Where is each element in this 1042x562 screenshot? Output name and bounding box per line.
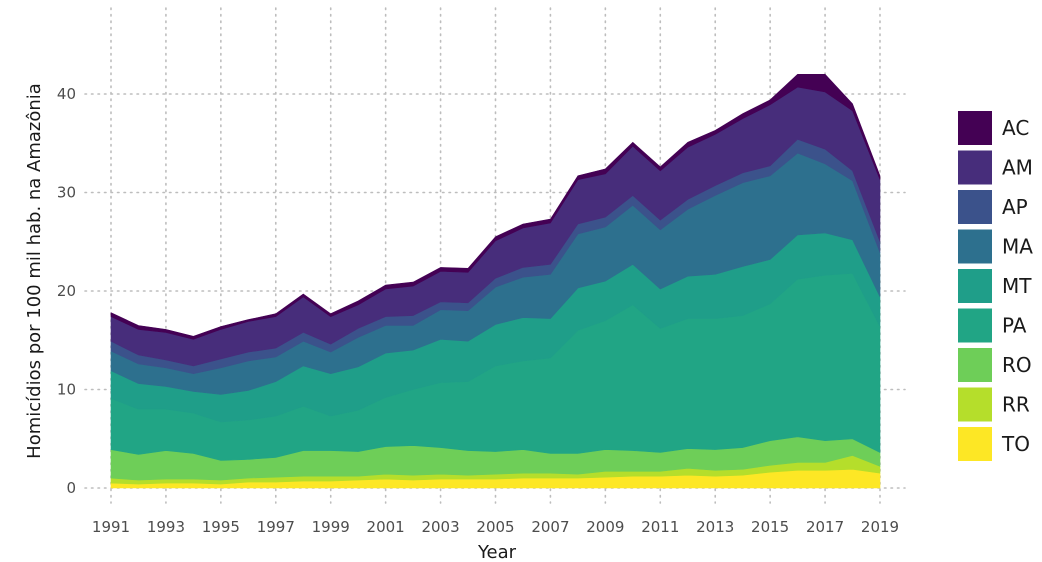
x-tick-label: 1993 (147, 518, 185, 536)
x-tick-label: 2007 (531, 518, 569, 536)
legend-label-to: TO (1001, 432, 1030, 456)
x-axis-title: Year (477, 542, 517, 562)
y-tick-label: 0 (66, 479, 76, 497)
legend-swatch-ac (958, 111, 992, 145)
x-tick-label: 2009 (586, 518, 624, 536)
y-tick-label: 30 (57, 184, 76, 202)
y-tick-label: 20 (57, 282, 76, 300)
area-series (111, 74, 880, 488)
x-tick-label: 2001 (367, 518, 405, 536)
x-tick-label: 2013 (696, 518, 734, 536)
legend-label-rr: RR (1002, 393, 1030, 417)
legend-swatch-to (958, 427, 992, 461)
legend-label-am: AM (1002, 156, 1033, 180)
legend-label-ac: AC (1002, 116, 1029, 140)
legend-label-pa: PA (1002, 314, 1027, 338)
legend-label-ap: AP (1002, 195, 1028, 219)
y-axis-title: Homicídios por 100 mil hab. na Amazônia (24, 83, 45, 459)
legend-swatch-rr (958, 388, 992, 422)
legend: AC AM AP MA MT PA RO RR TO (958, 111, 1033, 461)
legend-swatch-ap (958, 190, 992, 224)
x-tick-label: 2011 (641, 518, 679, 536)
x-tick-label: 2005 (476, 518, 514, 536)
y-axis-ticks: 0 10 20 30 40 (57, 85, 76, 497)
legend-swatch-ro (958, 348, 992, 382)
x-tick-label: 2003 (421, 518, 459, 536)
x-tick-label: 1997 (257, 518, 295, 536)
legend-label-ma: MA (1002, 235, 1033, 259)
x-axis-ticks: 1991 1993 1995 1997 1999 2001 2003 2005 2007 2009… (92, 518, 899, 536)
legend-swatch-ma (958, 230, 992, 264)
legend-swatch-am (958, 151, 992, 185)
x-tick-label: 2017 (806, 518, 844, 536)
x-tick-label: 1995 (202, 518, 240, 536)
x-tick-label: 2019 (861, 518, 899, 536)
legend-label-mt: MT (1002, 274, 1032, 298)
x-tick-label: 2015 (751, 518, 789, 536)
legend-swatch-pa (958, 309, 992, 343)
y-tick-label: 40 (57, 85, 76, 103)
legend-label-ro: RO (1002, 353, 1032, 377)
x-tick-label: 1991 (92, 518, 130, 536)
legend-swatch-mt (958, 269, 992, 303)
x-tick-label: 1999 (312, 518, 350, 536)
y-tick-label: 10 (57, 381, 76, 399)
